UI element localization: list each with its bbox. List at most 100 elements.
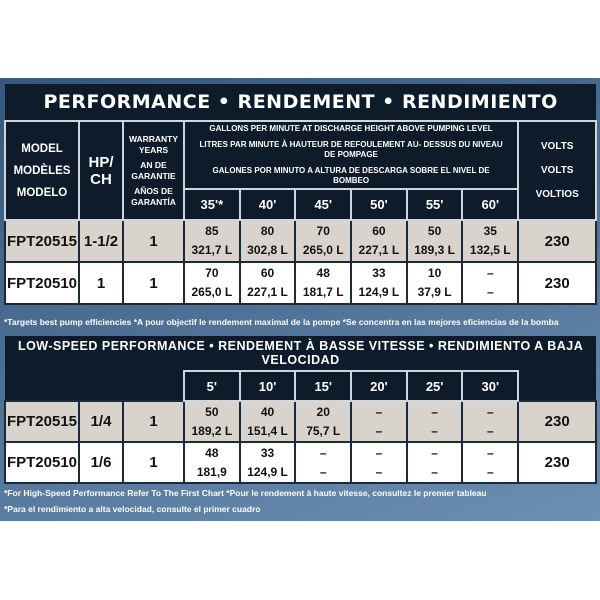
model-cell: FPT20515 — [4, 400, 80, 443]
height-header: 25' — [405, 370, 464, 402]
flow-cell: – – — [350, 441, 408, 484]
footnote: *For High-Speed Performance Refer To The… — [4, 488, 487, 498]
gpm-value: 10 — [427, 266, 442, 280]
gpm-value: – — [375, 404, 383, 419]
gpm-value: 35 — [483, 224, 497, 238]
flow-cell: 70 265,0 L — [183, 261, 241, 305]
gpm-value: 50 — [205, 404, 219, 419]
lpm-value: 151,4 L — [247, 423, 288, 438]
height-header: 50' — [350, 188, 408, 221]
flow-cell: 60 227,1 L — [350, 219, 408, 263]
height-header: 55' — [405, 188, 464, 221]
volts-cell: 230 — [517, 219, 598, 263]
warranty-cell: 1 — [122, 441, 185, 484]
flow-cell: 80 302,8 L — [238, 219, 297, 263]
height-header: 20' — [350, 370, 408, 402]
height-header: 60' — [461, 188, 520, 221]
height-header: 30' — [461, 370, 520, 402]
footnote: *Targets best pump efficiencies *A pour … — [4, 317, 559, 327]
table-row: FPT20515 1/4 1 50 189,2 L 40 151,4 L 20 75,7 L – –… — [4, 400, 598, 443]
header-spacer — [518, 371, 597, 401]
lpm-value: 75,7 L — [306, 423, 341, 438]
flow-cell: 40 151,4 L — [238, 400, 297, 443]
flow-cell: 10 37,9 L — [405, 261, 464, 305]
warranty-cell: 1 — [122, 400, 185, 443]
lpm-value: 265,0 L — [191, 285, 233, 299]
hp-cell: 1/4 — [78, 400, 124, 443]
lpm-value: 132,5 L — [469, 243, 511, 257]
table-title: PERFORMANCE • RENDEMENT • RENDIMIENTO — [5, 84, 597, 121]
gpm-value: 20 — [316, 404, 330, 419]
gpm-header: GALLONS PER MINUTE AT DISCHARGE HEIGHT A… — [182, 120, 520, 190]
model-cell: FPT20515 — [4, 219, 80, 263]
gpm-value: – — [375, 445, 383, 460]
flow-cell: 50 189,2 L — [183, 400, 241, 443]
gpm-value: 85 — [205, 224, 219, 238]
flow-cell: 48 181,7 L — [294, 261, 353, 305]
flow-cell: 85 321,7 L — [183, 219, 241, 263]
height-header: 5' — [183, 370, 241, 402]
footnote: *Para el rendimiento a alta velocidad, c… — [4, 504, 261, 514]
lpm-value: – — [375, 464, 383, 479]
lpm-value: – — [375, 423, 383, 438]
height-header: 15' — [294, 370, 353, 402]
hp-header: HP/CH — [78, 120, 124, 221]
flow-cell: 60 227,1 L — [238, 261, 297, 305]
flow-cell: 50 189,3 L — [405, 219, 464, 263]
flow-cell: 70 265,0 L — [294, 219, 353, 263]
flow-cell: 35 132,5 L — [461, 219, 520, 263]
gpm-value: 70 — [205, 266, 219, 280]
lpm-value: 227,1 L — [358, 243, 400, 257]
lpm-value: – — [431, 423, 438, 438]
gpm-value: 80 — [260, 224, 275, 238]
lpm-value: 189,2 L — [191, 423, 233, 438]
height-header: 10' — [238, 370, 297, 402]
lpm-value: – — [319, 464, 327, 479]
flow-cell: – – — [405, 400, 464, 443]
table-row: FPT20510 1/6 1 48 181,9 33 124,9 L – – – – – – – –230 — [4, 441, 598, 484]
lpm-value: 302,8 L — [247, 243, 288, 257]
gpm-value: 70 — [316, 224, 330, 238]
gpm-value: 48 — [316, 266, 330, 280]
warranty-cell: 1 — [122, 261, 185, 305]
flow-cell: – – — [405, 441, 464, 484]
gpm-value: 60 — [372, 224, 386, 238]
lpm-value: – — [486, 423, 494, 438]
lpm-value: 321,7 L — [191, 243, 233, 257]
model-cell: FPT20510 — [4, 261, 80, 305]
lpm-value: – — [486, 285, 494, 299]
flow-cell: 33 124,9 L — [238, 441, 297, 484]
gpm-value: – — [431, 404, 438, 419]
height-header: 35'* — [183, 188, 241, 221]
flow-cell: 33 124,9 L — [350, 261, 408, 305]
flow-cell: – – — [461, 261, 520, 305]
gpm-value: 60 — [260, 266, 275, 280]
lpm-value: – — [486, 464, 494, 479]
lpm-value: 124,9 L — [247, 464, 288, 479]
low-speed-table: LOW-SPEED PERFORMANCE • RENDEMENT À BASS… — [4, 336, 598, 484]
performance-table: PERFORMANCE • RENDEMENT • RENDIMIENTO MO… — [4, 84, 598, 305]
gpm-value: – — [431, 445, 438, 460]
flow-cell: 20 75,7 L — [294, 400, 353, 443]
lpm-value: 227,1 L — [247, 285, 288, 299]
lpm-value: 181,9 — [196, 464, 227, 479]
lpm-value: 181,7 L — [302, 285, 344, 299]
volts-header: VOLTS VOLTS VOLTIOS — [517, 120, 598, 221]
gpm-value: – — [486, 404, 494, 419]
table-title: LOW-SPEED PERFORMANCE • RENDEMENT À BASS… — [5, 336, 597, 371]
hp-cell: 1-1/2 — [78, 219, 124, 263]
gpm-value: – — [319, 445, 327, 460]
gpm-value: 50 — [427, 224, 442, 238]
gpm-value: 33 — [372, 266, 386, 280]
table-row: FPT20510 1 1 70 265,0 L 60 227,1 L 48 181,7 L 33 1… — [4, 261, 598, 305]
header-spacer — [5, 371, 184, 401]
warranty-header: WARRANTY YEARS AN DE GARANTIE AÑOS DE GARA… — [122, 120, 185, 221]
flow-cell: 48 181,9 — [183, 441, 241, 484]
lpm-value: – — [431, 464, 438, 479]
model-header: MODEL MODÈLES MODELO — [4, 120, 80, 221]
gpm-value: 48 — [205, 445, 219, 460]
gpm-value: 33 — [260, 445, 275, 460]
lpm-value: 189,3 L — [414, 243, 455, 257]
gpm-value: 40 — [260, 404, 275, 419]
flow-cell: – – — [461, 400, 520, 443]
